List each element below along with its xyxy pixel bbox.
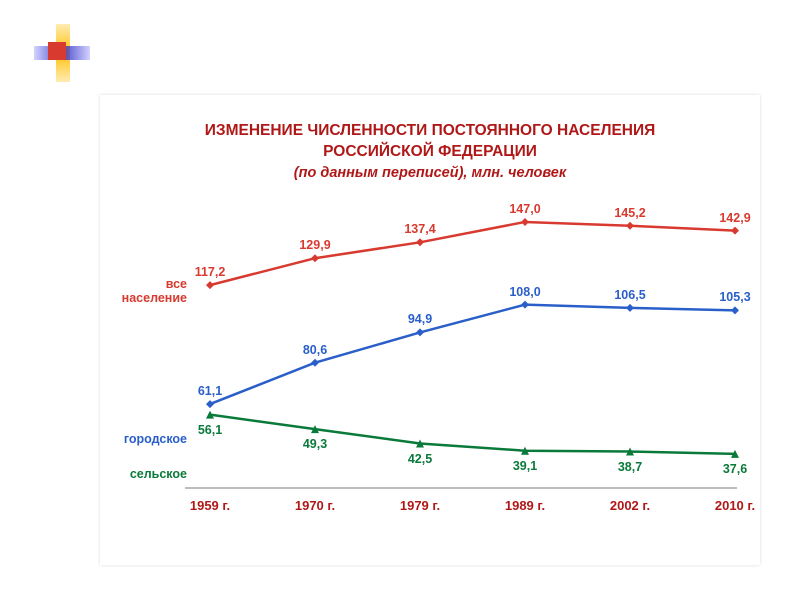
x-axis-label: 1959 г.: [190, 498, 230, 513]
chart-svg: [100, 195, 760, 525]
chart-subtitle: (по данным переписей), млн. человек: [100, 165, 760, 181]
data-label: 106,5: [614, 288, 645, 302]
x-axis-label: 2010 г.: [715, 498, 755, 513]
data-label: 147,0: [509, 202, 540, 216]
series-label: сельское: [102, 467, 187, 481]
data-label: 39,1: [513, 459, 537, 473]
data-label: 129,9: [299, 238, 330, 252]
title-line-1: ИЗМЕНЕНИЕ ЧИСЛЕННОСТИ ПОСТОЯННОГО НАСЕЛЕ…: [205, 122, 656, 139]
data-label: 142,9: [719, 211, 750, 225]
data-label: 61,1: [198, 384, 222, 398]
x-axis-label: 2002 г.: [610, 498, 650, 513]
x-axis-label: 1989 г.: [505, 498, 545, 513]
data-label: 42,5: [408, 452, 432, 466]
data-label: 145,2: [614, 206, 645, 220]
chart-container: ИЗМЕНЕНИЕ ЧИСЛЕННОСТИ ПОСТОЯННОГО НАСЕЛЕ…: [100, 95, 760, 565]
data-label: 80,6: [303, 343, 327, 357]
deco-square: [48, 42, 66, 60]
data-label: 94,9: [408, 312, 432, 326]
data-label: 49,3: [303, 437, 327, 451]
data-label: 37,6: [723, 462, 747, 476]
title-line-2: РОССИЙСКОЙ ФЕДЕРАЦИИ: [323, 143, 537, 160]
x-axis-label: 1970 г.: [295, 498, 335, 513]
data-label: 56,1: [198, 423, 222, 437]
data-label: 38,7: [618, 460, 642, 474]
data-label: 137,4: [404, 222, 435, 236]
data-label: 105,3: [719, 290, 750, 304]
data-label: 108,0: [509, 285, 540, 299]
series-label: городское: [102, 432, 187, 446]
chart-title: ИЗМЕНЕНИЕ ЧИСЛЕННОСТИ ПОСТОЯННОГО НАСЕЛЕ…: [100, 121, 760, 163]
series-label: все население: [102, 277, 187, 305]
chart-plot-area: 117,2 129,9 137,4 147,0 145,2 142,9 все населе…: [100, 195, 760, 525]
x-axis-label: 1979 г.: [400, 498, 440, 513]
data-label: 117,2: [195, 265, 226, 279]
